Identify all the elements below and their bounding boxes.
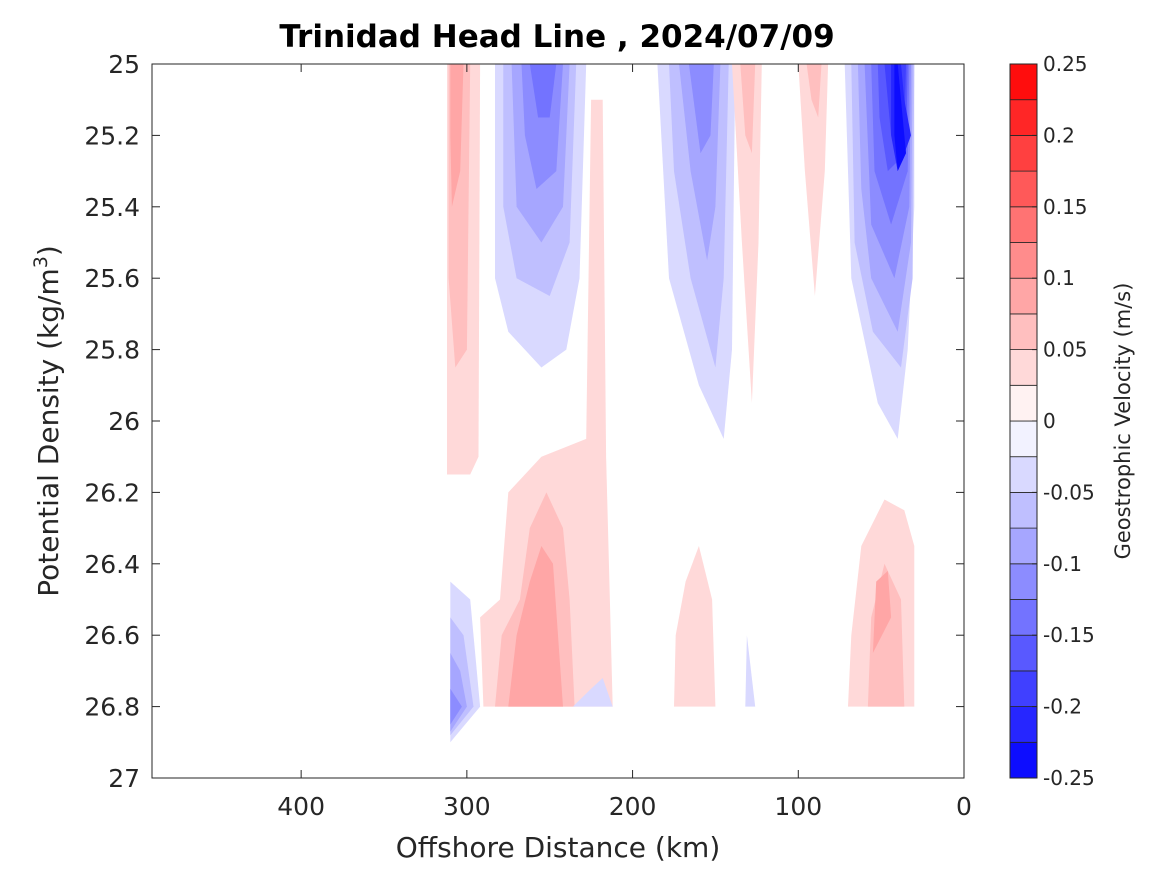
colorbar: 0.25 0.2 0.15 0.1 0.05 0 -0.05 -0.1 -0.15 -0.2 -0.…: [1009, 52, 1095, 790]
y-axis-label-sup: 3: [30, 256, 52, 268]
contour-level-positive-band-90km-0: [798, 64, 829, 296]
x-axis-label: Offshore Distance (km): [396, 831, 721, 864]
x-axis-ticks: 400 300 200 100 0: [277, 64, 972, 821]
contour-level-negative-core-250km-3: [521, 64, 563, 189]
colorbar-cell: [1009, 741, 1038, 779]
plot-area: 400 300 200 100 0 25 25.2 25.4 25.6 25.8 26 26.2 26…: [84, 50, 972, 821]
contour-negative-small-220km: [572, 678, 613, 707]
contour-positive-band-130km: [732, 64, 762, 404]
colorbar-cell: [1009, 170, 1038, 208]
colorbar-cell: [1009, 706, 1038, 743]
x-tick-label: 400: [277, 792, 325, 821]
contour-level-positive-core-310km-2: [450, 64, 464, 207]
colorbar-cell: [1009, 99, 1038, 136]
colorbar-ticks: 0.25 0.2 0.15 0.1 0.05 0 -0.05 -0.1 -0.15 -0.2 -0.…: [1032, 52, 1095, 790]
velocity-contours: [447, 64, 915, 743]
contour-positive-deep-50km: [848, 499, 915, 707]
colorbar-cell: [1009, 670, 1038, 708]
colorbar-tick-label: 0: [1043, 409, 1056, 433]
contour-level-negative-coastal-jet-8: [894, 64, 906, 172]
contour-level-negative-core-250km-4: [529, 64, 557, 118]
contour-level-positive-band-90km-1: [806, 64, 822, 118]
plot-frame: [151, 63, 965, 779]
x-tick-label: 100: [774, 792, 822, 821]
contour-negative-small-130km: [745, 635, 756, 707]
contour-level-positive-band-130km-1: [740, 64, 756, 154]
colorbar-cells: [1009, 63, 1038, 779]
contour-level-negative-deep-310km-3: [450, 688, 462, 725]
colorbar-label: Geostrophic Velocity (m/s): [1111, 283, 1135, 560]
colorbar-cell: [1009, 527, 1038, 565]
x-tick-label: 300: [443, 792, 491, 821]
colorbar-tick-label: -0.1: [1043, 552, 1082, 576]
contour-negative-core-160km: [657, 64, 736, 439]
colorbar-cell: [1009, 456, 1038, 493]
y-tick-label: 26.6: [84, 621, 140, 650]
contour-negative-core-250km: [495, 64, 587, 368]
y-tick-label: 26: [108, 407, 140, 436]
colorbar-tick-label: 0.2: [1043, 123, 1075, 147]
y-axis-ticks: 25 25.2 25.4 25.6 25.8 26 26.2 26.4 26.6 26.8 27: [84, 50, 964, 793]
colorbar-tick-label: -0.2: [1043, 695, 1082, 719]
y-tick-label: 26.8: [84, 693, 140, 722]
contour-negative-coastal-jet: [844, 64, 915, 439]
colorbar-tick-label: -0.25: [1043, 766, 1095, 790]
colorbar-cell: [1009, 63, 1038, 101]
y-tick-label: 25.4: [84, 193, 140, 222]
contour-level-positive-plume-220km-2: [508, 546, 563, 707]
contour-level-positive-deep-160km-0: [674, 546, 716, 707]
y-axis-label-end: ): [32, 245, 65, 256]
colorbar-cell: [1009, 491, 1038, 529]
y-tick-label: 25.6: [84, 264, 140, 293]
x-tick-label: 200: [609, 792, 657, 821]
colorbar-tick-label: 0.15: [1043, 195, 1088, 219]
contour-level-positive-deep-50km-2: [872, 570, 892, 653]
y-tick-label: 26.2: [84, 478, 140, 507]
y-tick-label: 25.8: [84, 336, 140, 365]
contour-positive-core-310km: [447, 64, 481, 475]
colorbar-tick-label: -0.05: [1043, 480, 1095, 504]
colorbar-tick-label: 0.1: [1043, 266, 1075, 290]
contour-positive-band-90km: [798, 64, 829, 296]
colorbar-cell: [1009, 313, 1038, 350]
y-axis-label: Potential Density (kg/m3): [30, 245, 65, 597]
colorbar-cell: [1009, 206, 1038, 243]
contour-positive-plume-220km: [480, 99, 613, 707]
colorbar-cell: [1009, 384, 1038, 422]
contour-level-positive-band-130km-0: [732, 64, 762, 404]
chart-title: Trinidad Head Line , 2024/07/09: [279, 19, 834, 55]
colorbar-tick-label: -0.15: [1043, 623, 1095, 647]
y-tick-label: 25.2: [84, 121, 140, 150]
x-tick-label: 0: [956, 792, 972, 821]
colorbar-cell: [1009, 242, 1038, 279]
colorbar-cell: [1009, 134, 1038, 172]
colorbar-cell: [1009, 634, 1038, 672]
colorbar-cell: [1009, 563, 1038, 600]
colorbar-cell: [1009, 349, 1038, 386]
y-tick-label: 25: [108, 50, 140, 79]
contour-level-negative-small-220km-0: [572, 678, 613, 707]
y-tick-label: 26.4: [84, 550, 140, 579]
colorbar-tick-label: 0.05: [1043, 338, 1088, 362]
colorbar-cell: [1009, 599, 1038, 636]
contour-level-positive-plume-220km-0: [480, 99, 613, 707]
y-tick-label: 27: [108, 764, 140, 793]
contour-level-negative-small-130km-0: [745, 635, 756, 707]
y-axis-label-main: Potential Density (kg/m: [32, 268, 65, 597]
contour-level-negative-core-160km-3: [688, 64, 714, 154]
colorbar-tick-label: 0.25: [1043, 52, 1088, 76]
contour-negative-deep-310km: [450, 581, 481, 743]
contour-positive-deep-160km: [674, 546, 716, 707]
colorbar-cell: [1009, 277, 1038, 315]
colorbar-cell: [1009, 420, 1038, 458]
